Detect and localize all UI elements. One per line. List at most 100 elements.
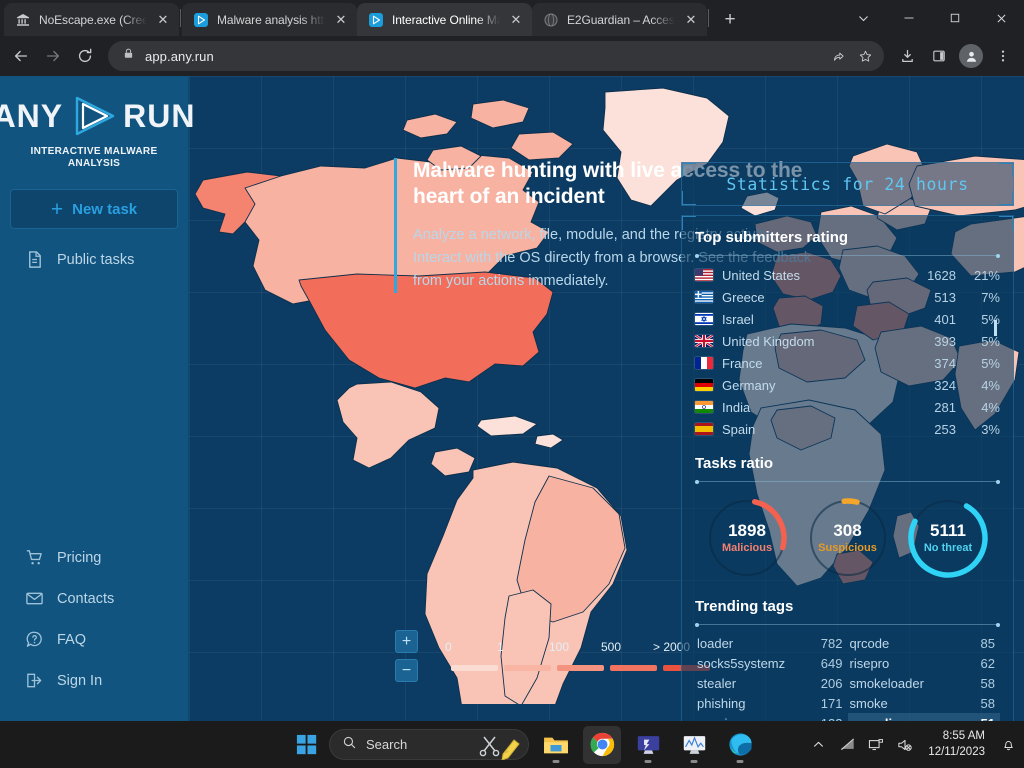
- sidebar-item-pricing[interactable]: Pricing: [0, 537, 188, 578]
- sidebar-item-label: Sign In: [57, 672, 103, 689]
- new-task-button[interactable]: + New task: [10, 189, 178, 229]
- flag-il: [695, 313, 713, 325]
- back-icon[interactable]: [6, 41, 36, 71]
- submitter-row[interactable]: Germany 324 4%: [695, 374, 1000, 396]
- top-submitters-list[interactable]: United States 1628 21% Greece 513 7%: [695, 264, 1000, 440]
- minimize-button[interactable]: [886, 2, 932, 34]
- browser-tab-2[interactable]: Interactive Online Malw ✕: [357, 3, 532, 36]
- map-zoom-in-button[interactable]: +: [395, 630, 418, 653]
- tab-close-icon[interactable]: ✕: [510, 12, 522, 27]
- donut-no-threat[interactable]: 5111 No threat: [900, 492, 996, 584]
- submitter-percent: 5%: [981, 355, 1000, 371]
- volume-muted-icon[interactable]: [895, 735, 915, 755]
- browser-tab-0[interactable]: NoEscape.exe (Creepyp ✕: [4, 3, 179, 36]
- donut-label: Suspicious: [818, 542, 877, 555]
- document-icon: [25, 250, 44, 269]
- taskbar-app-google-chrome[interactable]: [583, 725, 621, 764]
- start-button[interactable]: [293, 731, 321, 759]
- map-zoom-out-button[interactable]: −: [395, 659, 418, 682]
- map-legend-labels: 0 1 100 500 > 2000: [445, 640, 710, 654]
- taskbar-app-microsoft-edge[interactable]: [721, 726, 759, 764]
- tab-close-icon[interactable]: ✕: [157, 12, 169, 27]
- tag-row[interactable]: stealer 206: [695, 673, 848, 693]
- tag-row-opendir[interactable]: opendir 51: [847, 713, 1000, 721]
- submitter-percent: 3%: [981, 421, 1000, 437]
- search-placeholder: Search: [366, 737, 408, 752]
- search-icon: [342, 735, 357, 755]
- star-icon[interactable]: [852, 43, 878, 69]
- tag-row[interactable]: evasion 122: [695, 713, 848, 722]
- submitter-count: 1628: [927, 267, 956, 283]
- statistics-title: Statistics for 24 hours: [726, 174, 969, 194]
- three-dot-menu-icon[interactable]: [988, 41, 1018, 71]
- section-divider: [695, 253, 1000, 258]
- taskbar-app-remote-desktop[interactable]: [629, 726, 667, 764]
- new-task-label: New task: [72, 200, 138, 218]
- submitter-row[interactable]: India 281 4%: [695, 396, 1000, 418]
- sidebar-item-public-tasks[interactable]: Public tasks: [0, 239, 188, 280]
- taskbar-app-performance-monitor[interactable]: [675, 726, 713, 764]
- submitter-row[interactable]: United States 1628 21%: [695, 264, 1000, 286]
- trending-tags-grid: loader 782 socks5systemz 649 stealer 206: [695, 633, 1000, 721]
- submitter-row[interactable]: Greece 513 7%: [695, 286, 1000, 308]
- tab-close-icon[interactable]: ✕: [685, 12, 697, 27]
- remote-session-icon[interactable]: [866, 735, 886, 755]
- submitter-row[interactable]: United Kingdom 393 5%: [695, 330, 1000, 352]
- tag-row[interactable]: loader 782: [695, 633, 848, 653]
- submitter-country: Israel: [722, 311, 754, 327]
- tag-row[interactable]: smoke 58: [848, 693, 1001, 713]
- tag-count: 206: [820, 675, 843, 691]
- clock-date: 12/11/2023: [928, 745, 985, 758]
- taskbar-clock[interactable]: 8:55 AM 12/11/2023: [924, 729, 989, 760]
- taskbar-search-box[interactable]: Search: [329, 729, 529, 761]
- tag-name: smokeloader: [849, 675, 924, 691]
- anyrun-logo[interactable]: ANY RUN INTERACTIVE MALWARE ANALYSIS: [0, 76, 194, 169]
- tag-name: socks5systemz: [697, 655, 786, 671]
- system-tray: 8:55 AM 12/11/2023: [808, 721, 1018, 768]
- share-icon[interactable]: [824, 43, 850, 69]
- flag-fr: [695, 357, 713, 369]
- globe-icon: [543, 12, 559, 28]
- submitters-scrollbar[interactable]: [994, 320, 997, 336]
- no-network-icon[interactable]: [837, 735, 857, 755]
- sidebar-item-sign-in[interactable]: Sign In: [0, 660, 188, 701]
- submitter-row[interactable]: France 374 5%: [695, 352, 1000, 374]
- reload-icon[interactable]: [70, 41, 100, 71]
- sidebar-item-contacts[interactable]: Contacts: [0, 578, 188, 619]
- side-panel-icon[interactable]: [924, 41, 954, 71]
- close-window-button[interactable]: [978, 2, 1024, 34]
- tab-close-icon[interactable]: ✕: [335, 12, 347, 27]
- download-icon[interactable]: [892, 41, 922, 71]
- taskbar-app-file-explorer[interactable]: [537, 726, 575, 764]
- sidebar-item-faq[interactable]: FAQ: [0, 619, 188, 660]
- envelope-icon: [25, 589, 44, 608]
- profile-avatar-icon[interactable]: [956, 41, 986, 71]
- url-text: app.any.run: [145, 48, 214, 64]
- maximize-button[interactable]: [932, 2, 978, 34]
- statistics-body: Top submitters rating United States 1628…: [681, 215, 1014, 721]
- tag-name: smoke: [849, 695, 888, 711]
- bell-icon[interactable]: [998, 735, 1018, 755]
- donut-suspicious[interactable]: 308 Suspicious: [800, 492, 896, 584]
- donut-malicious[interactable]: 1898 Malicious: [699, 492, 795, 584]
- forward-icon[interactable]: [38, 41, 68, 71]
- submitter-row[interactable]: Israel 401 5%: [695, 308, 1000, 330]
- tag-row[interactable]: qrcode 85: [848, 633, 1001, 653]
- tag-name: loader: [697, 635, 734, 651]
- tag-row[interactable]: socks5systemz 649: [695, 653, 848, 673]
- donut-label: Malicious: [721, 542, 773, 555]
- browser-tab-3[interactable]: E2Guardian – Access D ✕: [532, 3, 707, 36]
- browser-chrome: NoEscape.exe (Creepyp ✕ Malware analysis…: [0, 0, 1024, 76]
- tag-row[interactable]: smokeloader 58: [848, 673, 1001, 693]
- tag-row[interactable]: phishing 171: [695, 693, 848, 713]
- tag-row[interactable]: risepro 62: [848, 653, 1001, 673]
- tab-search-icon[interactable]: [840, 2, 886, 34]
- plus-icon: +: [50, 197, 64, 221]
- show-hidden-icons-icon[interactable]: [808, 735, 828, 755]
- tag-count: 62: [980, 655, 995, 671]
- new-tab-button[interactable]: +: [724, 8, 736, 30]
- flag-us: [695, 269, 713, 281]
- address-bar[interactable]: app.any.run: [108, 41, 884, 71]
- submitter-row[interactable]: Spain 253 3%: [695, 418, 1000, 440]
- browser-tab-1[interactable]: Malware analysis https ✕: [182, 3, 357, 36]
